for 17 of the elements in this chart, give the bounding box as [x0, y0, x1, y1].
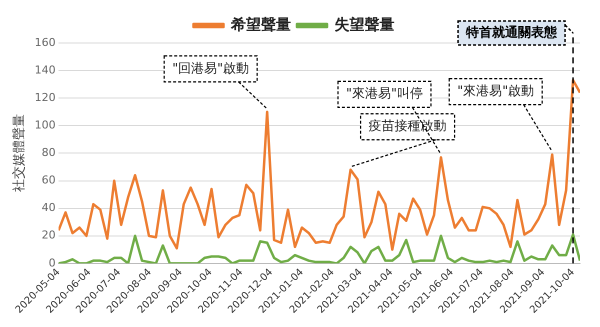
y-tick-label: 40: [42, 201, 56, 214]
annotation: "來港易"叫停: [346, 86, 423, 102]
y-tick-label: 140: [34, 63, 56, 76]
y-tick-label: 160: [34, 36, 56, 49]
y-tick-label: 100: [34, 118, 56, 132]
legend-label: 失望聲量: [334, 15, 394, 34]
y-tick-label: 60: [42, 174, 56, 187]
y-axis-title: 社交媒體聲量: [11, 114, 28, 192]
y-tick-label: 120: [34, 90, 56, 104]
ref-line-label: 特首就通關表態: [465, 24, 558, 40]
y-tick-label: 80: [42, 146, 56, 160]
annotation: "來港易"啟動: [457, 84, 534, 99]
y-tick-label: 0: [48, 256, 56, 270]
annotation: 疫苗接種啟動: [368, 119, 447, 134]
y-tick-label: 20: [42, 228, 56, 242]
annotation: "回港易"啟動: [172, 61, 250, 76]
legend-label: 希望聲量: [230, 15, 291, 34]
